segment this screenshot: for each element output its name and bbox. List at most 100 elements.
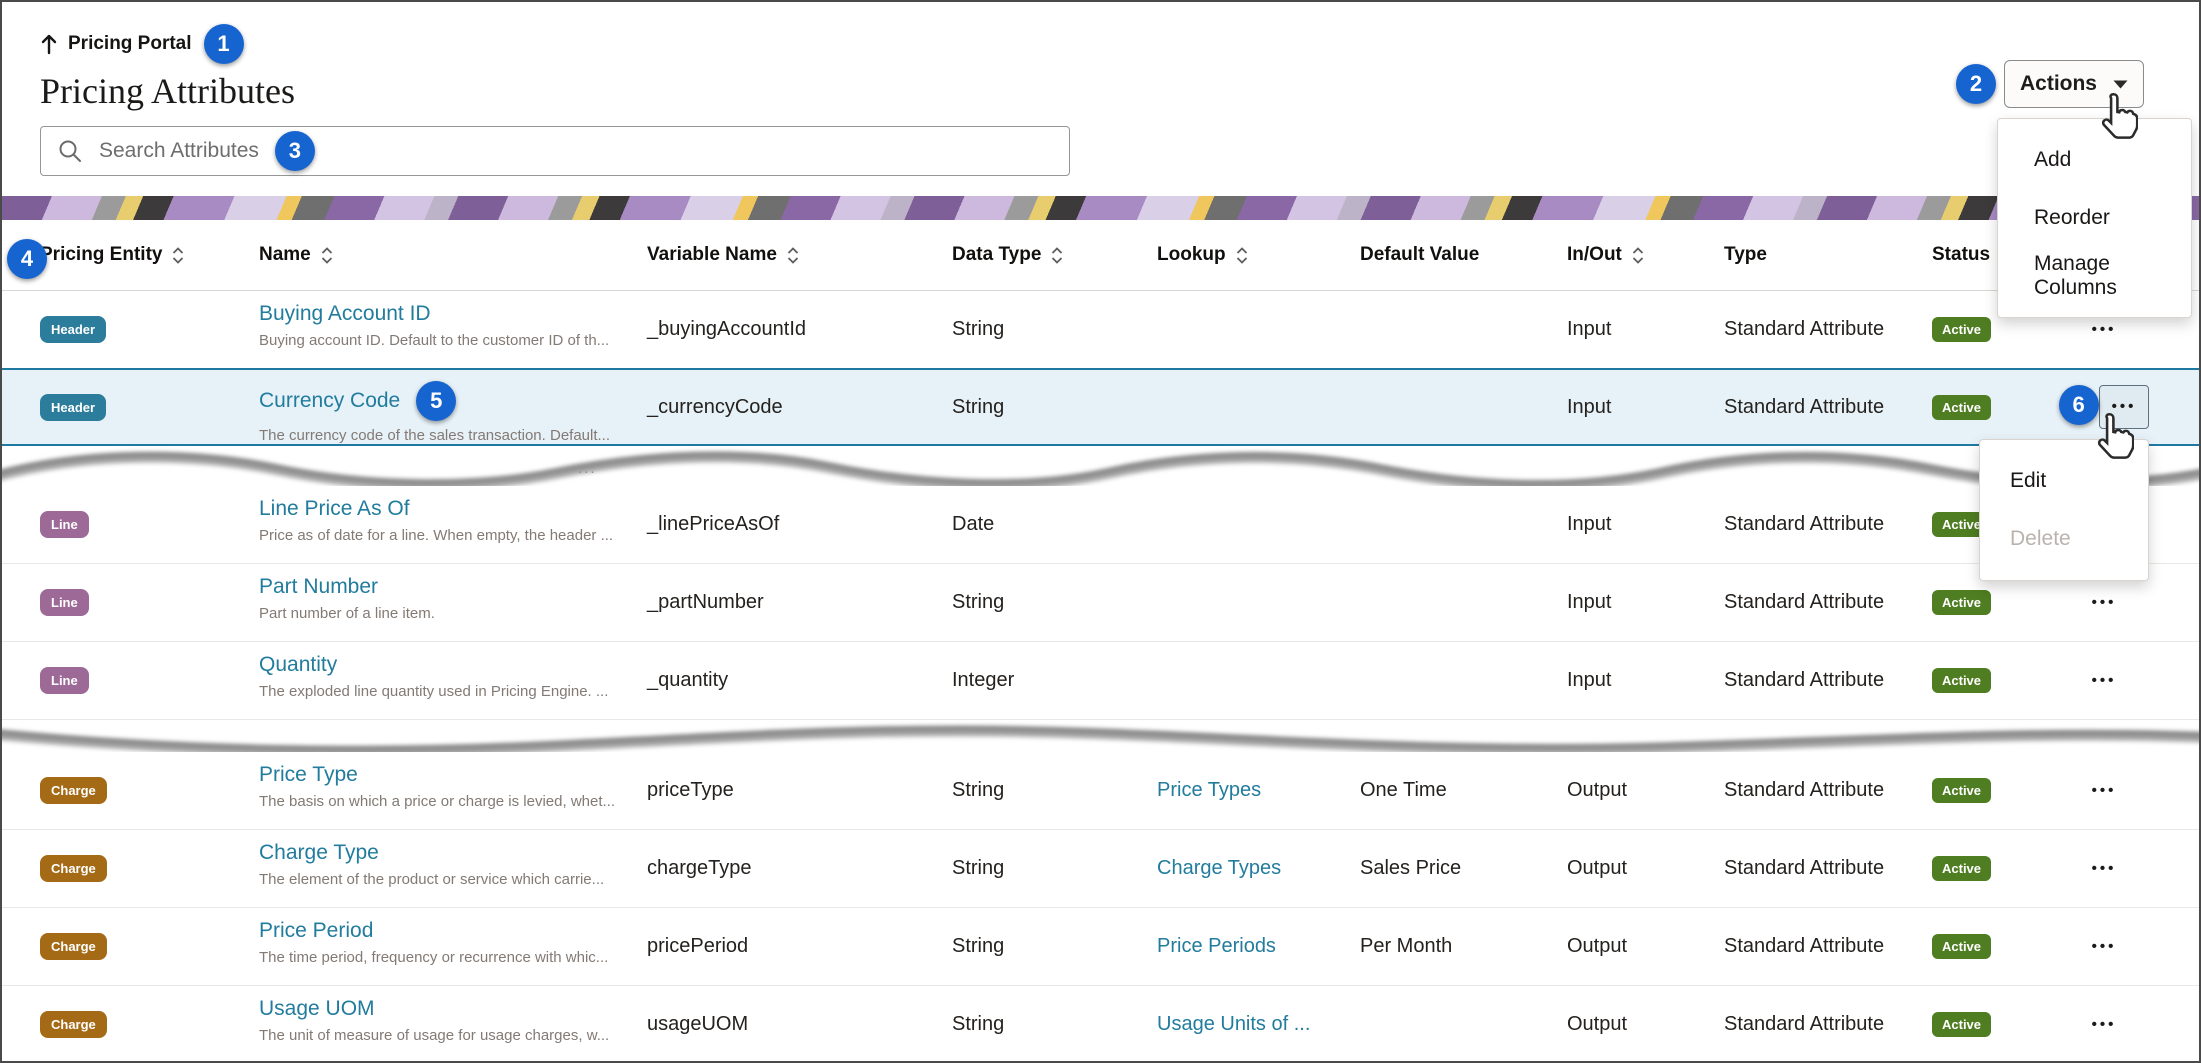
status-badge: Active (1932, 1012, 1992, 1037)
menu-item-reorder[interactable]: Reorder (2034, 206, 2110, 229)
row-menu-button[interactable]: ••• (2082, 778, 2127, 804)
callout-6: 6 (2058, 385, 2099, 425)
table-row: Line Quantity The exploded line quantity… (2, 642, 2199, 720)
actions-button[interactable]: Actions (2004, 60, 2144, 108)
attribute-name-link[interactable]: Buying Account ID (259, 302, 431, 325)
search-input[interactable]: Search Attributes 3 (40, 126, 1070, 176)
column-header-type: Type (1724, 244, 1767, 265)
variable-name-cell: _currencyCode (647, 395, 783, 418)
table-header: Pricing Entity Name Variable Name Data T… (2, 220, 2199, 291)
row-menu-button[interactable]: ••• (2082, 1012, 2127, 1038)
truncation-wave (2, 720, 2199, 752)
row-menu-button[interactable]: ••• (2082, 934, 2127, 960)
actions-button-label: Actions (2019, 72, 2097, 95)
page-title: Pricing Attributes (40, 71, 295, 111)
status-badge: Active (1932, 668, 1992, 693)
column-header-in-out[interactable]: In/Out (1567, 244, 1724, 266)
attribute-name-link[interactable]: Part Number (259, 575, 379, 598)
table-row: Header Buying Account ID Buying account … (2, 291, 2199, 369)
in-out-cell: Output (1567, 1013, 1628, 1035)
lookup-link[interactable]: Charge Types (1157, 857, 1282, 879)
back-link[interactable]: Pricing Portal (40, 33, 192, 55)
menu-item-delete: Delete (2010, 527, 2071, 550)
row-menu-button[interactable]: ••• (2082, 317, 2127, 343)
sort-icon (1052, 246, 1063, 264)
cursor-icon (2101, 92, 2138, 139)
in-out-cell: Input (1567, 669, 1612, 691)
type-cell: Standard Attribute (1724, 513, 1885, 535)
attribute-description: The currency code of the sales transacti… (259, 427, 611, 444)
callout-1: 1 (203, 24, 244, 64)
cursor-icon (2097, 412, 2134, 459)
entity-badge: Charge (40, 777, 107, 804)
page-header: Pricing Portal 1 Pricing Attributes Sear… (2, 2, 2199, 220)
menu-item-add[interactable]: Add (2034, 148, 2072, 171)
status-badge: Active (1932, 590, 1992, 615)
status-badge: Active (1932, 317, 1992, 342)
variable-name-cell: _buyingAccountId (647, 318, 807, 340)
type-cell: Standard Attribute (1724, 779, 1885, 801)
attribute-description: Buying account ID. Default to the custom… (259, 332, 610, 349)
pricing-attributes-table: Pricing Entity Name Variable Name Data T… (2, 220, 2199, 1061)
lookup-link[interactable]: Price Periods (1157, 935, 1276, 957)
in-out-cell: Input (1567, 591, 1612, 613)
truncation-dots: ... (578, 460, 597, 477)
column-header-name[interactable]: Name (259, 244, 647, 266)
attribute-name-link[interactable]: Usage UOM (259, 997, 375, 1020)
row-menu-button[interactable]: ••• (2082, 856, 2127, 882)
status-badge: Active (1932, 778, 1992, 803)
menu-item-edit[interactable]: Edit (2010, 469, 2047, 492)
in-out-cell: Output (1567, 779, 1628, 801)
data-type-cell: String (952, 935, 1005, 957)
attribute-description: The element of the product or service wh… (259, 871, 605, 888)
attribute-name-link[interactable]: Line Price As Of (259, 497, 410, 520)
attribute-name-link[interactable]: Currency Code (259, 389, 401, 412)
lookup-link[interactable]: Usage Units of ... (1157, 1013, 1311, 1035)
variable-name-cell: _linePriceAsOf (647, 513, 780, 535)
column-header-lookup[interactable]: Lookup (1157, 244, 1360, 266)
menu-item-manage-columns[interactable]: Manage Columns (2034, 252, 2117, 299)
type-cell: Standard Attribute (1724, 591, 1885, 613)
status-badge: Active (1932, 934, 1992, 959)
row-menu-button[interactable]: ••• (2098, 385, 2150, 429)
status-badge: Active (1932, 394, 1992, 420)
entity-badge: Header (40, 393, 107, 421)
variable-name-cell: _quantity (647, 669, 729, 691)
column-header-pricing-entity[interactable]: Pricing Entity (40, 244, 259, 266)
data-type-cell: String (952, 591, 1005, 613)
table-row: Header Currency Code 5 The currency code… (2, 368, 2199, 446)
row-context-menu: Edit Delete (1979, 439, 2149, 581)
entity-badge: Charge (40, 855, 107, 882)
sort-icon (173, 246, 184, 264)
table-row: Line Line Price As Of Price as of date f… (2, 486, 2199, 564)
lookup-link[interactable]: Price Types (1157, 779, 1262, 801)
in-out-cell: Output (1567, 857, 1628, 879)
table-row: Charge Price Period The time period, fre… (2, 908, 2199, 986)
search-placeholder: Search Attributes (99, 139, 259, 162)
data-type-cell: Integer (952, 669, 1015, 691)
attribute-name-link[interactable]: Price Period (259, 919, 374, 942)
row-menu-button[interactable]: ••• (2082, 590, 2127, 616)
table-row: Charge Charge Type The element of the pr… (2, 830, 2199, 908)
attribute-name-link[interactable]: Price Type (259, 763, 358, 786)
type-cell: Standard Attribute (1724, 669, 1885, 691)
status-badge: Active (1932, 856, 1992, 881)
column-header-default-value: Default Value (1360, 244, 1480, 265)
search-icon (59, 140, 81, 162)
type-cell: Standard Attribute (1724, 395, 1885, 418)
table-body: Header Buying Account ID Buying account … (2, 291, 2199, 1061)
attribute-description: The unit of measure of usage for usage c… (259, 1027, 610, 1044)
data-type-cell: String (952, 857, 1005, 879)
attribute-name-link[interactable]: Quantity (259, 653, 338, 676)
variable-name-cell: _partNumber (647, 591, 764, 613)
column-header-variable-name[interactable]: Variable Name (647, 244, 952, 266)
in-out-cell: Input (1567, 318, 1612, 340)
attribute-description: Price as of date for a line. When empty,… (259, 527, 614, 544)
column-header-data-type[interactable]: Data Type (952, 244, 1157, 266)
decorative-banner (2, 196, 2199, 220)
attribute-name-link[interactable]: Charge Type (259, 841, 379, 864)
table-row: Charge Price Type The basis on which a p… (2, 752, 2199, 830)
attribute-description: Part number of a line item. (259, 605, 435, 622)
sort-icon (1632, 246, 1644, 264)
row-menu-button[interactable]: ••• (2082, 668, 2127, 694)
